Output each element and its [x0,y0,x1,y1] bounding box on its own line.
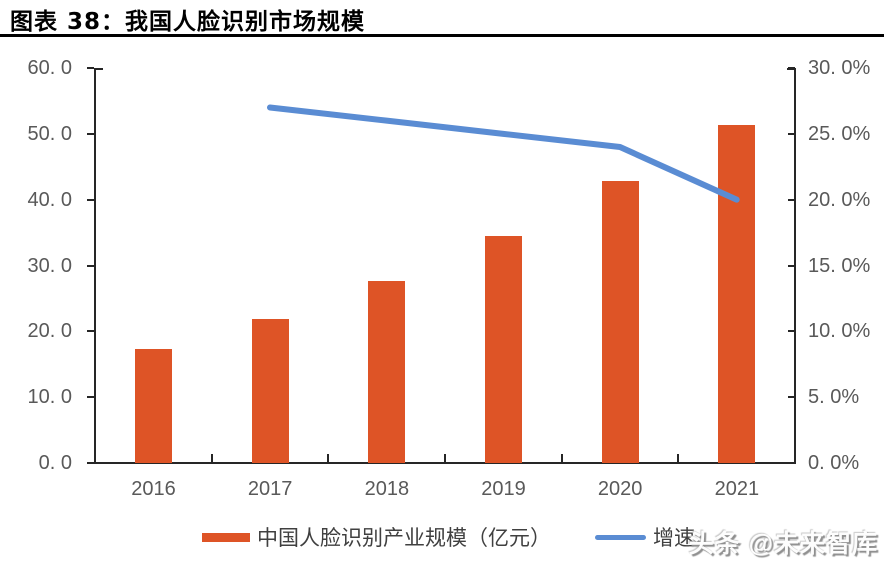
x-tick-mark [444,454,446,463]
x-tick-label: 2016 [131,478,176,500]
y-tick-label-right: 25. 0% [808,122,871,145]
y-tick-mark-left [87,67,94,69]
y-tick-mark-right [788,132,795,135]
y-tick-mark-left [87,198,94,201]
y-tick-label-left: 20. 0 [27,320,72,343]
bar-2019 [484,235,522,463]
x-tick-label: 2021 [714,478,760,500]
y-tick-label-right: 15. 0% [808,254,871,277]
x-tick-label: 2018 [364,478,410,500]
y-tick-mark-left [87,264,94,267]
y-tick-mark-left [87,330,94,333]
y-tick-label-left: 50. 0 [27,122,72,145]
y-axis-left [94,68,96,464]
x-tick-label: 2020 [597,478,643,500]
y-tick-label-left: 40. 0 [27,188,72,211]
y-tick-mark-right [788,198,795,201]
bar-2018 [368,281,406,463]
y-tick-mark-right [788,330,795,333]
y-tick-mark-right [788,264,795,267]
x-tick-mark [560,454,563,463]
y-tick-label-right: 0. 0% [808,452,860,474]
bar-2020 [601,181,639,463]
y-tick-mark-left [87,462,94,464]
x-tick-mark [327,454,330,463]
watermark: 头条 @未来智库 [688,530,878,558]
bar-2017 [251,318,289,463]
y-axis-right [794,68,796,464]
x-tick-label: 2019 [481,478,526,500]
bar-2016 [134,349,172,463]
legend-bar-label: 中国人脸识别产业规模（亿元） [257,527,551,550]
x-tick-mark [677,454,680,463]
y-tick-label-left: 10. 0 [27,386,72,409]
y-tick-label-right: 20. 0% [808,188,871,211]
y-tick-mark-left [87,396,94,399]
legend-line-swatch [595,534,646,540]
chart-legend: 中国人脸识别产业规模（亿元） 增速 [202,523,695,551]
y-tick-label-right: 5. 0% [808,386,860,409]
axis-top-nub [95,68,103,70]
x-axis [94,462,796,464]
bar-2021 [718,124,756,463]
figure-title: 图表 38：我国人脸识别市场规模 [10,9,366,35]
y-tick-label-left: 30. 0 [27,254,72,277]
legend-line-label: 增速 [653,527,695,550]
y-tick-mark-left [87,132,94,135]
y-tick-label-left: 0. 0 [38,452,72,474]
y-tick-mark-right [788,462,795,464]
growth-line [267,104,740,203]
x-tick-label: 2017 [247,478,293,500]
legend-bar-swatch [202,532,250,542]
y-tick-label-right: 10. 0% [808,320,871,343]
x-tick-mark [210,454,213,463]
y-tick-label-left: 60. 0 [27,57,72,79]
y-tick-mark-right [788,396,795,399]
y-tick-label-right: 30. 0% [808,57,871,79]
axis-top-nub [787,68,795,70]
title-underline [0,34,884,37]
